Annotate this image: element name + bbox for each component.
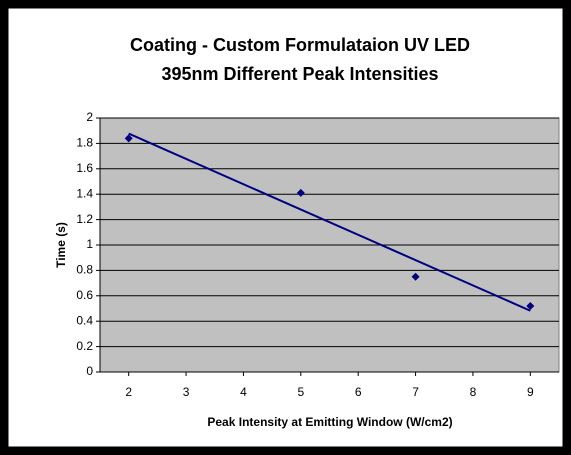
- marker: [526, 301, 535, 310]
- x-tick-label: 9: [527, 385, 534, 399]
- y-tick-label: 0.4: [76, 313, 93, 327]
- y-tick-label: 0: [86, 364, 93, 378]
- y-tick-label: 0.2: [76, 339, 93, 353]
- x-tick-label: 8: [470, 385, 477, 399]
- marker: [296, 188, 305, 197]
- y-tick-label: 1: [86, 237, 93, 251]
- x-tick-label: 3: [183, 385, 190, 399]
- chart-title: Coating - Custom Formulataion UV LED: [130, 35, 470, 55]
- y-tick-label: 1.6: [76, 161, 93, 175]
- x-axis-title: Peak Intensity at Emitting Window (W/cm2…: [207, 415, 452, 429]
- x-tick-label: 4: [240, 385, 247, 399]
- chart-title: 395nm Different Peak Intensities: [161, 64, 438, 84]
- marker: [124, 134, 133, 143]
- x-tick-label: 5: [297, 385, 304, 399]
- x-tick-label: 7: [412, 385, 419, 399]
- y-axis-title: Time (s): [54, 222, 68, 268]
- y-tick-label: 0.6: [76, 288, 93, 302]
- trendline: [128, 132, 531, 312]
- marker: [411, 272, 420, 281]
- y-tick-label: 2: [86, 110, 93, 124]
- y-tick-label: 1.2: [76, 212, 93, 226]
- y-tick-label: 1.8: [76, 136, 93, 150]
- x-tick-label: 2: [125, 385, 132, 399]
- x-tick-label: 6: [355, 385, 362, 399]
- y-tick-label: 0.8: [76, 263, 93, 277]
- y-tick-label: 1.4: [76, 186, 93, 200]
